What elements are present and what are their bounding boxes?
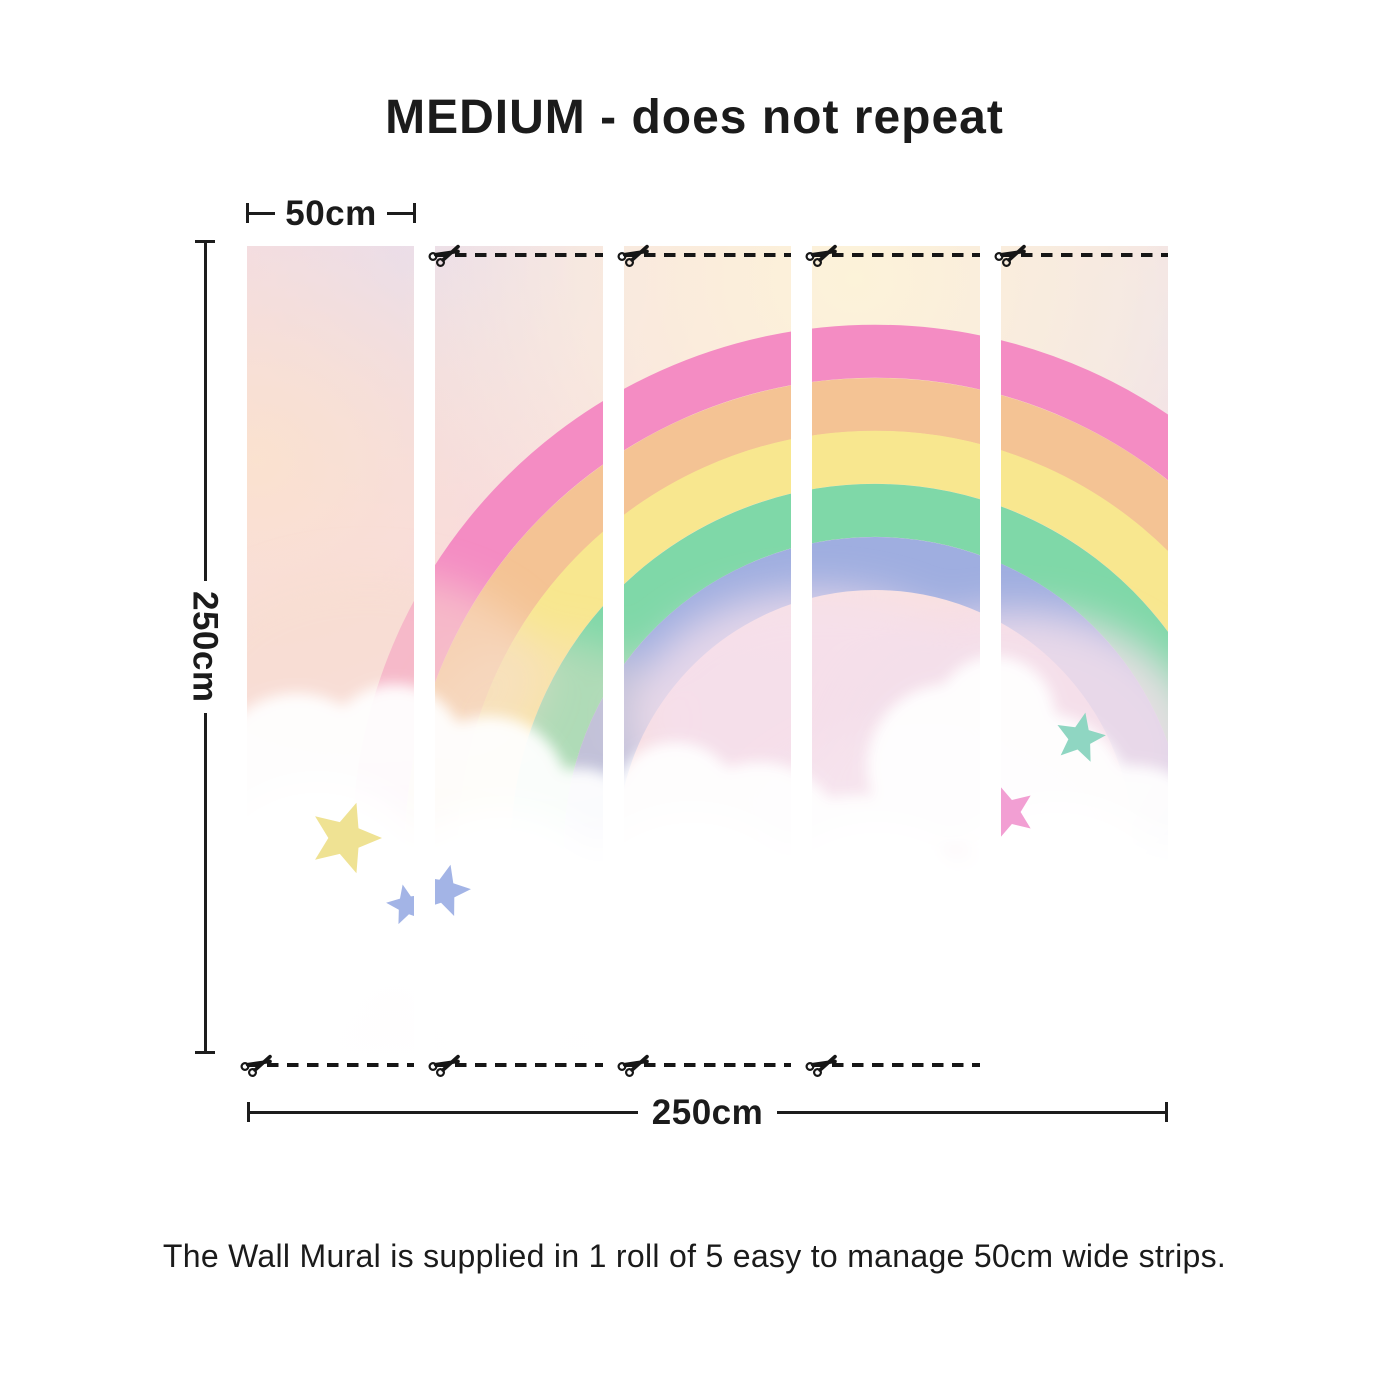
scissors-icon bbox=[994, 244, 1026, 267]
mural-preview bbox=[240, 244, 1168, 1077]
height-label: 250cm bbox=[185, 591, 225, 703]
dimension-cap bbox=[413, 203, 416, 223]
dimension-cap bbox=[246, 203, 249, 223]
scissors-icon bbox=[428, 1054, 461, 1077]
scissors-icon bbox=[240, 1054, 272, 1077]
scissors-icon bbox=[617, 1054, 649, 1077]
cut-dashed-line bbox=[623, 253, 792, 257]
strip-gap bbox=[602, 244, 624, 1070]
height-dimension: 250cm bbox=[186, 240, 225, 1055]
scissors-icon bbox=[805, 244, 837, 267]
strip-gap bbox=[414, 244, 436, 1070]
cutline-top-strip-2 bbox=[428, 244, 603, 267]
strip-gap bbox=[979, 244, 1001, 1070]
dimension-cap bbox=[195, 240, 215, 243]
cutline-bottom-strip-3 bbox=[617, 1054, 792, 1077]
cutline-bottom-strip-1 bbox=[240, 1054, 415, 1077]
total-width-label: 250cm bbox=[651, 1092, 764, 1132]
cutline-bottom-strip-4 bbox=[805, 1054, 980, 1077]
dimension-line bbox=[250, 1110, 638, 1114]
cut-dashed-line bbox=[812, 253, 980, 257]
dimension-line bbox=[777, 1110, 1166, 1114]
strip-gap bbox=[791, 244, 813, 1070]
cloud-fade bbox=[247, 846, 1168, 1068]
cut-dashed-line bbox=[623, 1063, 792, 1067]
scissors-icon bbox=[428, 244, 461, 267]
cutline-top-strip-4 bbox=[805, 244, 980, 267]
page-title: MEDIUM - does not repeat bbox=[385, 91, 1004, 144]
cut-dashed-line bbox=[812, 1063, 980, 1067]
strip-width-dimension: 50cm bbox=[246, 195, 416, 231]
cut-dashed-line bbox=[1000, 253, 1168, 257]
cutline-top-strip-3 bbox=[617, 244, 792, 267]
cutline-bottom-strip-2 bbox=[428, 1054, 603, 1077]
strip-width-label: 50cm bbox=[285, 193, 377, 233]
cut-dashed-line bbox=[247, 1063, 415, 1067]
dimension-cap bbox=[195, 1051, 215, 1055]
dimension-line bbox=[386, 211, 413, 215]
dimension-cap bbox=[1165, 1102, 1169, 1122]
dimension-line bbox=[249, 211, 276, 215]
mural-artwork bbox=[247, 246, 1168, 1068]
cut-dashed-line bbox=[435, 253, 603, 257]
cut-dashed-line bbox=[435, 1063, 603, 1067]
total-width-dimension: 250cm bbox=[247, 1092, 1169, 1132]
scissors-icon bbox=[805, 1054, 837, 1077]
supply-caption: The Wall Mural is supplied in 1 roll of … bbox=[162, 1238, 1227, 1274]
dimension-cap bbox=[247, 1102, 250, 1122]
dimension-line bbox=[203, 712, 207, 1052]
dimension-line bbox=[203, 243, 207, 582]
cutline-top-strip-5 bbox=[994, 244, 1168, 267]
scissors-icon bbox=[617, 244, 649, 267]
